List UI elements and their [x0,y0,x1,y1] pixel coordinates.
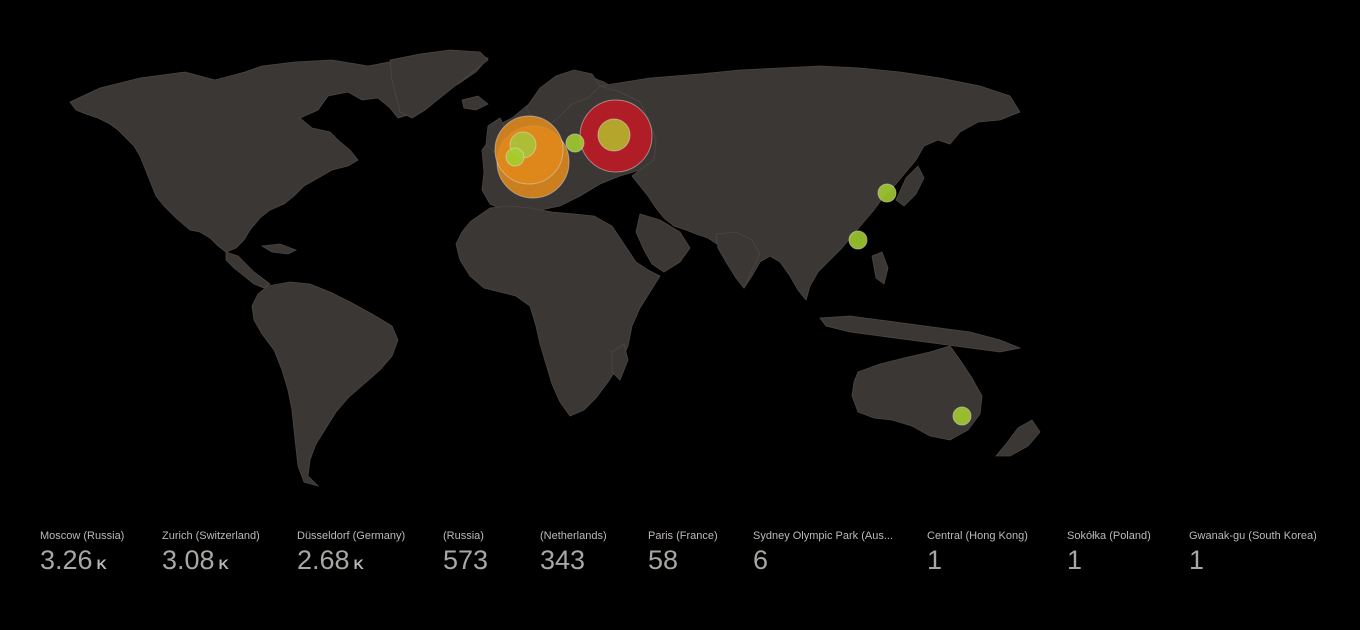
legend-value: 3.08 K [162,545,260,579]
legend-label: (Russia) [443,530,484,542]
legend-item-poland[interactable]: Sokółka (Poland) 1 [1067,529,1151,575]
indonesia-islands [819,315,1022,353]
madagascar-landmass [611,343,629,381]
legend-label: Paris (France) [648,530,718,542]
legend-unit: K [353,556,364,572]
legend-label: Sydney Olympic Park (Aus... [753,530,893,542]
arabia-landmass [635,213,691,273]
south-america-landmass [251,281,399,487]
iceland-landmass [461,95,489,111]
australia-landmass [851,345,983,441]
legend-item-sydney[interactable]: Sydney Olympic Park (Aus... 6 [753,529,893,575]
greenland-landmass [389,49,489,119]
legend-item-netherlands[interactable]: (Netherlands) 343 [540,529,607,575]
legend-number: 1 [1067,545,1083,575]
poland-bubble[interactable] [565,133,585,153]
legend-unit: K [218,556,229,572]
legend-item-paris[interactable]: Paris (France) 58 [648,529,718,575]
legend-number: 1 [1189,545,1205,575]
legend-item-zurich[interactable]: Zurich (Switzerland) 3.08 K [162,529,260,579]
philippines-islands [871,251,889,285]
bubbles-layer [494,99,972,426]
legend-label: Moscow (Russia) [40,530,125,542]
legend-value: 58 [648,545,718,575]
dusseldorf-inner-bubble[interactable] [505,147,525,167]
hong-kong-bubble[interactable] [848,230,868,250]
india-landmass [715,231,761,289]
legend-value: 2.68 K [297,545,405,579]
legend-number: 1 [927,545,943,575]
legend-value: 343 [540,545,607,575]
legend-value: 573 [443,545,488,575]
legend-number: 3.08 [162,545,215,575]
legend-item-dusseldorf[interactable]: Düsseldorf (Germany) 2.68 K [297,529,405,579]
legend-label: Central (Hong Kong) [927,530,1028,542]
legend-label: Zurich (Switzerland) [162,530,260,542]
legend-number: 6 [753,545,769,575]
japan-landmass [895,165,925,207]
legend-item-south-korea[interactable]: Gwanak-gu (South Korea) 1 [1189,529,1317,575]
legend-number: 343 [540,545,586,575]
legend-label: (Netherlands) [540,530,607,542]
legend-unit: K [96,556,107,572]
legend-value: 3.26 K [40,545,124,579]
legend-item-russia[interactable]: (Russia) 573 [443,529,488,575]
legend-item-moscow[interactable]: Moscow (Russia) 3.26 K [40,529,124,579]
asia-landmass [599,65,1021,301]
legend-value: 1 [1189,545,1317,575]
legend-value: 6 [753,545,893,575]
central-america-landmass [225,251,271,289]
legend-label: Düsseldorf (Germany) [297,530,406,542]
legend-number: 58 [648,545,679,575]
legend-value: 1 [927,545,1028,575]
moscow-bubble-inner[interactable] [597,118,631,152]
legend-item-hong-kong[interactable]: Central (Hong Kong) 1 [927,529,1028,575]
legend-number: 2.68 [297,545,350,575]
africa-landmass [455,205,661,417]
sydney-bubble[interactable] [952,406,972,426]
legend-number: 3.26 [40,545,93,575]
legend-value: 1 [1067,545,1151,575]
south-korea-bubble[interactable] [877,183,897,203]
new-zealand-landmass [995,419,1041,457]
legend-number: 573 [443,545,489,575]
legend-label: Gwanak-gu (South Korea) [1189,530,1317,542]
legend-label: Sokółka (Poland) [1067,530,1151,542]
caribbean-islands [260,243,297,255]
